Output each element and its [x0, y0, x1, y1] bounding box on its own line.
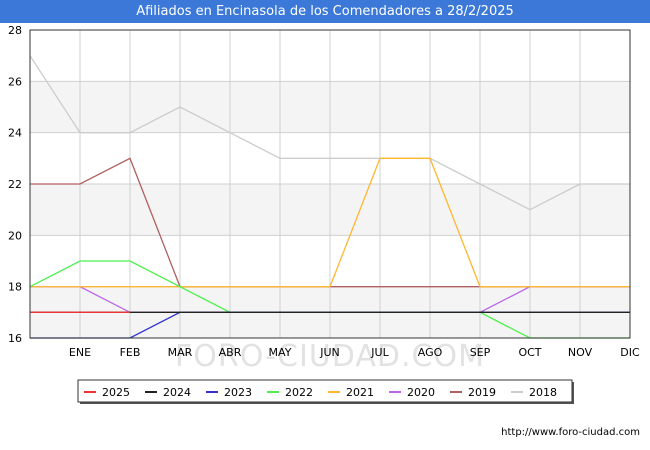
x-tick-label-ene: ENE — [69, 346, 91, 359]
legend-label-2019: 2019 — [468, 386, 496, 399]
y-tick-label-26: 26 — [8, 75, 22, 88]
legend: 2025 2024 2023 2022 2021 2020 2019 2018 — [77, 379, 574, 404]
legend-box — [77, 379, 573, 403]
x-tick-label-sep: SEP — [470, 346, 491, 359]
plot-frame — [29, 29, 631, 339]
legend-label-2025: 2025 — [102, 386, 130, 399]
x-tick-label-abr: ABR — [219, 346, 242, 359]
y-tick-label-18: 18 — [8, 281, 22, 294]
y-tick-label-24: 24 — [8, 127, 22, 140]
x-tick-labels: ENE FEB MAR ABR MAY JUN JUL AGO SEP OCT NOV DIC — [69, 346, 640, 359]
legend-label-2021: 2021 — [346, 386, 374, 399]
legend-label-2024: 2024 — [163, 386, 191, 399]
series-line-2021 — [30, 157, 630, 288]
x-tick-label-feb: FEB — [120, 346, 141, 359]
x-tick-label-ago: AGO — [418, 346, 443, 359]
x-tick-label-jul: JUL — [370, 346, 389, 359]
x-tick-label-mar: MAR — [168, 346, 193, 359]
y-tick-label-22: 22 — [8, 178, 22, 191]
x-tick-label-dic: DIC — [620, 346, 640, 359]
watermark: FORO-CIUDAD.COM — [175, 339, 485, 374]
chart-title: Afiliados en Encinasola de los Comendado… — [0, 0, 650, 23]
legend-label-2023: 2023 — [224, 386, 252, 399]
x-tick-label-nov: NOV — [568, 346, 593, 359]
x-tick-label-may: MAY — [269, 346, 292, 359]
legend-label-2020: 2020 — [407, 386, 435, 399]
y-tick-label-20: 20 — [8, 229, 22, 242]
x-tick-label-jun: JUN — [319, 346, 340, 359]
legend-label-2022: 2022 — [285, 386, 313, 399]
y-tick-labels: 16 18 20 22 24 26 28 — [8, 24, 22, 345]
footer-url[interactable]: http://www.foro-ciudad.com — [501, 427, 640, 438]
y-tick-label-16: 16 — [8, 332, 22, 345]
y-tick-label-28: 28 — [8, 24, 22, 37]
series-line-2018 — [29, 55, 630, 211]
axes — [29, 29, 631, 339]
legend-label-2018: 2018 — [529, 386, 557, 399]
x-tick-label-oct: OCT — [518, 346, 541, 359]
